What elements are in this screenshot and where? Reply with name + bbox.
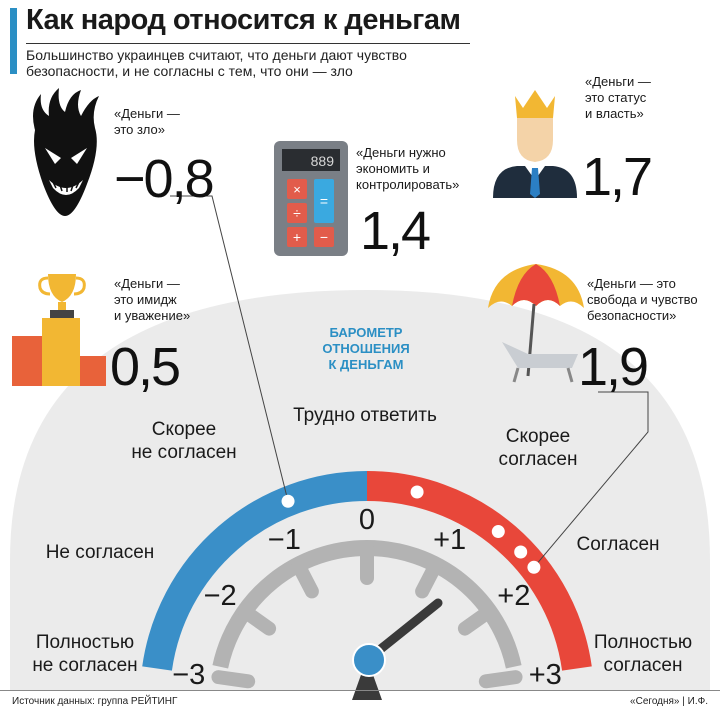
gauge-tick-labels: −3 −2 −1 0 +1 +2 +3	[172, 504, 562, 691]
svg-text:+: +	[293, 229, 301, 245]
marker-evil	[281, 494, 295, 508]
value-status: 1,7	[582, 147, 653, 207]
marker-image	[410, 485, 424, 499]
marker-freedom	[527, 560, 541, 574]
value-evil: −0,8	[114, 149, 215, 209]
value-image: 0,5	[110, 337, 181, 397]
svg-text:÷: ÷	[293, 205, 301, 221]
source-note: Источник данных: группа РЕЙТИНГ	[12, 696, 178, 707]
gauge-scale-band	[142, 471, 592, 671]
zone-label: Согласен	[576, 534, 659, 555]
value-save: 1,4	[360, 201, 431, 261]
tick-label: +1	[433, 524, 466, 556]
quote-save: «Деньги нужно экономить и контролировать»	[356, 145, 460, 192]
value-freedom: 1,9	[578, 337, 649, 397]
title-underline	[26, 43, 470, 44]
zone-label: Скорее	[152, 419, 217, 440]
zone-label: Трудно ответить	[293, 405, 437, 426]
tick-label: 0	[359, 504, 375, 536]
band-agree	[366, 471, 592, 671]
dial-tick	[211, 670, 256, 689]
quote-image: «Деньги — это имидж и уважение»	[114, 276, 191, 323]
dial-tick	[415, 557, 443, 599]
zone-label: согласен	[603, 655, 682, 676]
marker-save	[491, 525, 505, 539]
footer-divider	[0, 690, 720, 691]
title-accent-bar	[10, 8, 17, 74]
tick-label: −3	[172, 659, 205, 691]
beach-umbrella-icon	[488, 264, 584, 383]
marker-status	[514, 545, 528, 559]
zone-label: Не согласен	[46, 542, 155, 563]
leader-line	[533, 391, 649, 568]
dial-tick	[457, 604, 497, 636]
leader-line	[170, 195, 289, 502]
svg-text:×: ×	[293, 182, 301, 197]
tick-label: −2	[204, 580, 237, 612]
barometer-title: БАРОМЕТР ОТНОШЕНИЯ К ДЕНЬГАМ	[322, 325, 410, 372]
quote-status: «Деньги — это статус и власть»	[585, 74, 651, 121]
tick-label: −1	[268, 524, 301, 556]
gauge-needle	[352, 598, 443, 700]
gauge-inner-dial	[211, 540, 523, 689]
zone-label: не согласен	[32, 655, 137, 676]
quote-evil: «Деньги — это зло»	[114, 106, 180, 137]
zone-label: Полностью	[36, 632, 134, 653]
zone-label: Полностью	[594, 632, 692, 653]
quote-freedom: «Деньги — это свобода и чувство безопаснос…	[587, 276, 698, 323]
tick-label: +2	[497, 580, 530, 612]
statement-markers	[170, 195, 649, 574]
band-disagree	[142, 471, 368, 671]
zone-label: не согласен	[131, 442, 236, 463]
calculator-display: 889	[311, 153, 335, 169]
calculator-icon: 889 × ÷ + = −	[274, 141, 348, 256]
tick-label: +3	[529, 659, 562, 691]
dial-tick	[237, 604, 277, 636]
page-title: Как народ относится к деньгам	[26, 4, 461, 36]
demon-icon	[33, 88, 99, 216]
zone-label: согласен	[498, 449, 577, 470]
crowned-man-icon	[493, 90, 577, 198]
dial-tick	[478, 670, 523, 689]
zone-label: Скорее	[506, 426, 571, 447]
page-subtitle: Большинство украинцев считают, что деньг…	[26, 47, 407, 79]
svg-text:=: =	[320, 193, 328, 209]
credit-note: «Сегодня» | И.Ф.	[630, 696, 708, 707]
dial-tick	[291, 557, 319, 599]
trophy-podium-icon	[12, 274, 106, 386]
svg-text:−: −	[320, 229, 328, 245]
